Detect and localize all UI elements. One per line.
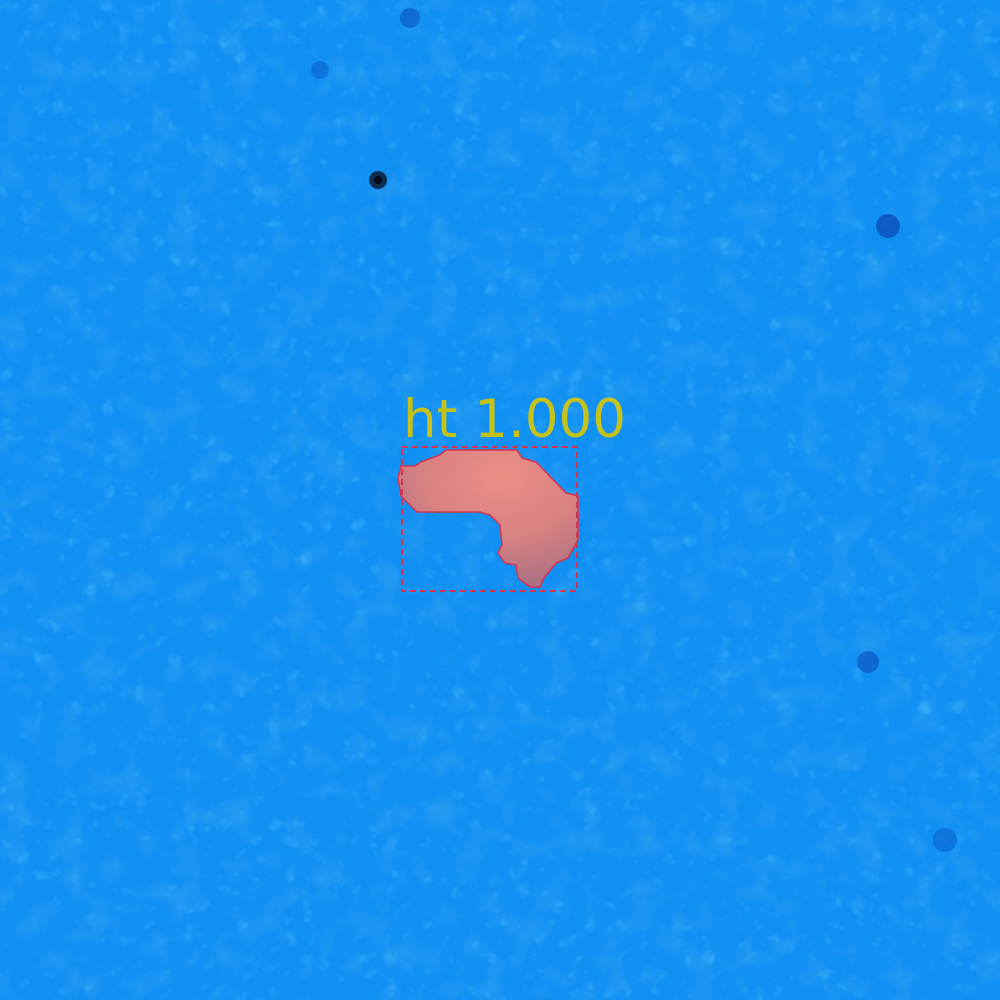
detection-label: ht 1.000 [403, 390, 626, 450]
class-label: ht [403, 389, 458, 450]
dark-speckles [311, 8, 957, 852]
dark-speckle [400, 8, 420, 28]
dark-speckle [876, 214, 900, 238]
dark-speckle-core [374, 176, 382, 184]
bounding-box [401, 446, 578, 592]
dark-speckle [857, 651, 879, 673]
dark-speckle [311, 61, 329, 79]
segmentation-mask [397, 449, 579, 588]
dark-speckle [933, 828, 957, 852]
confidence-score: 1.000 [474, 389, 626, 450]
